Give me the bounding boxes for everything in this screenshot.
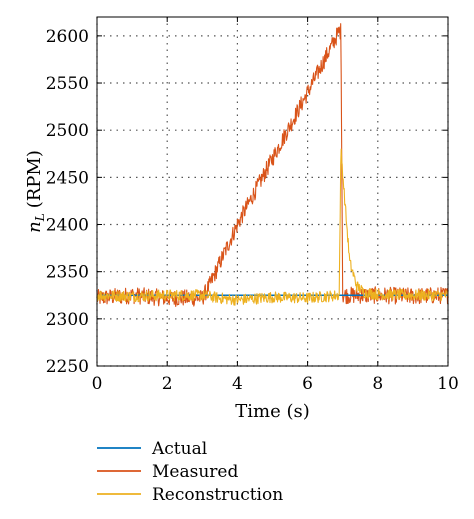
- x-tick-label-2: 4: [232, 374, 243, 394]
- legend-label-actual: Actual: [151, 439, 207, 459]
- y-tick-label-5: 2500: [46, 121, 89, 141]
- legend-label-reconstruction: Reconstruction: [152, 485, 283, 505]
- x-tick-label-4: 8: [372, 374, 383, 394]
- y-axis-label-unit: (RPM): [24, 150, 45, 208]
- series-line-reconstruction: [96, 148, 449, 306]
- legend-label-measured: Measured: [152, 462, 238, 482]
- y-tick-label-2: 2350: [46, 263, 89, 283]
- x-axis-label: Time (s): [235, 401, 310, 422]
- y-axis-label: nL (RPM): [24, 150, 47, 233]
- y-axis-label-main: n: [24, 221, 45, 233]
- x-tick-label-3: 6: [302, 374, 313, 394]
- x-tick-label-5: 10: [437, 374, 459, 394]
- y-tick-label-3: 2400: [46, 216, 89, 236]
- axis-ticks: 0 2 4 6 8 10 2250 2300 2350 2400 2450 2500 2550 2600: [46, 17, 459, 394]
- grid: [96, 17, 449, 367]
- x-tick-label-1: 2: [162, 374, 173, 394]
- y-tick-label-6: 2550: [46, 74, 89, 94]
- y-tick-label-1: 2300: [46, 310, 89, 330]
- y-axis-label-subscript: L: [33, 213, 47, 222]
- y-tick-label-7: 2600: [46, 27, 89, 47]
- legend: Actual Measured Reconstruction: [97, 439, 283, 505]
- plot-frame: [96, 16, 449, 367]
- y-tick-label-4: 2450: [46, 168, 89, 188]
- y-tick-label-0: 2250: [46, 357, 89, 377]
- series-line-measured: [96, 23, 449, 307]
- series-lines: [96, 23, 449, 307]
- x-tick-label-0: 0: [92, 374, 103, 394]
